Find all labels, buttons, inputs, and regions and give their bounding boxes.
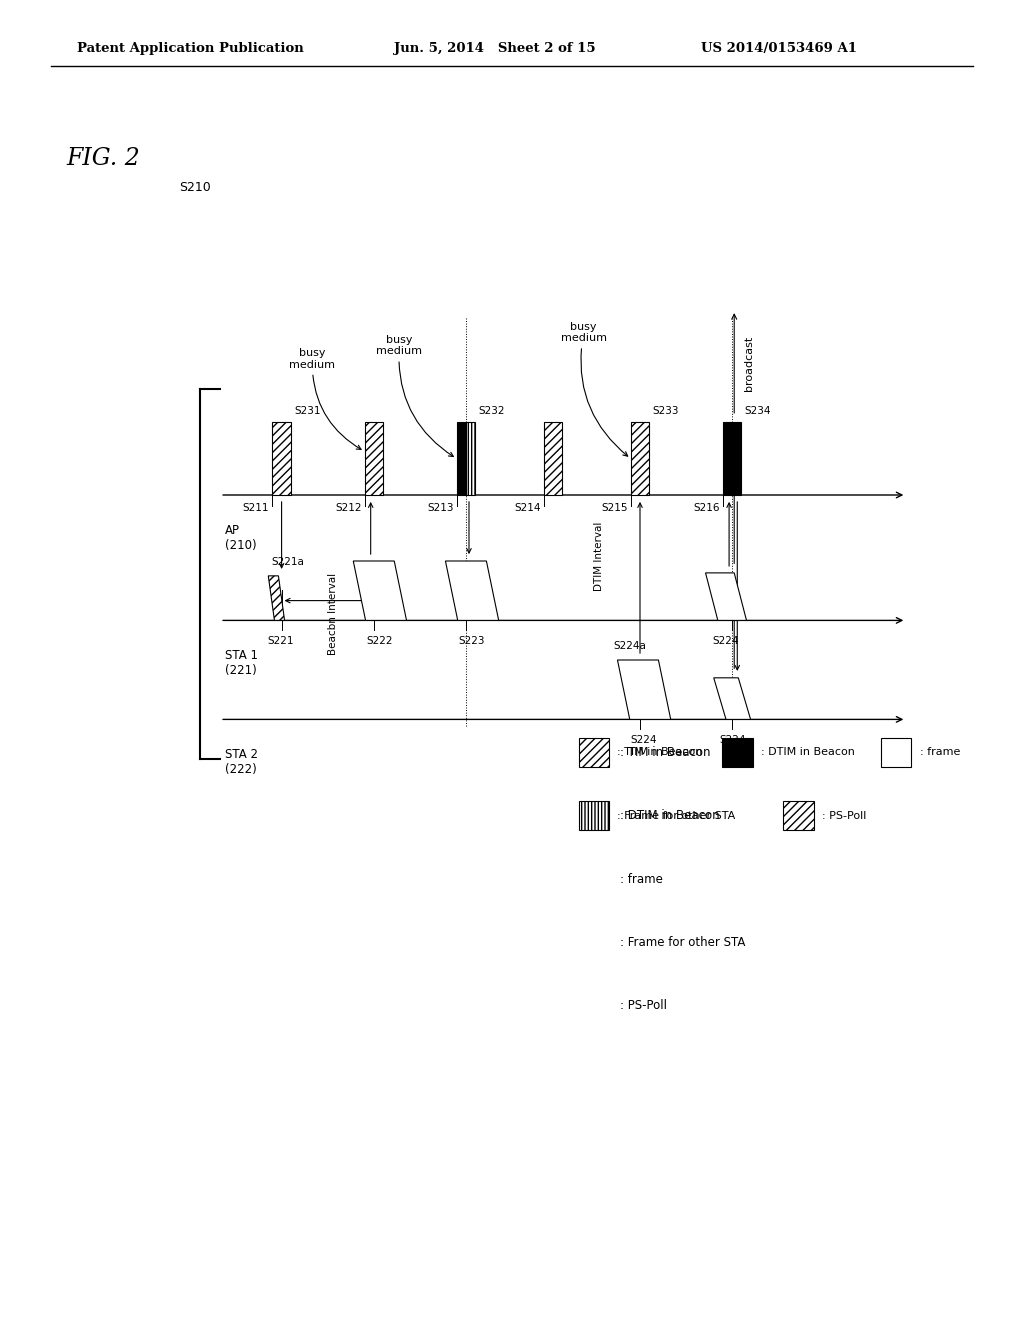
Text: US 2014/0153469 A1: US 2014/0153469 A1 [701, 42, 857, 55]
Text: busy
medium: busy medium [290, 348, 361, 449]
Polygon shape [353, 561, 407, 620]
Polygon shape [268, 576, 285, 620]
Text: S224: S224 [631, 735, 657, 746]
Text: S221a: S221a [271, 557, 304, 566]
Bar [272, 422, 291, 495]
Bar [365, 422, 383, 495]
Text: S211: S211 [243, 503, 269, 513]
Text: Beacbn Interval: Beacbn Interval [328, 573, 338, 655]
Polygon shape [617, 660, 671, 719]
Text: : frame: : frame [920, 747, 959, 758]
Text: : Frame for other STA: : Frame for other STA [620, 936, 744, 949]
Text: broadcast: broadcast [744, 335, 755, 391]
Polygon shape [714, 678, 751, 719]
Text: S234: S234 [744, 405, 771, 416]
Text: S212: S212 [335, 503, 361, 513]
Polygon shape [445, 561, 499, 620]
Polygon shape [706, 573, 746, 620]
Text: : TIM in Beacon: : TIM in Beacon [617, 747, 702, 758]
Text: busy
medium: busy medium [377, 335, 454, 457]
Text: S215: S215 [601, 503, 628, 513]
Text: : PS-Poll: : PS-Poll [620, 999, 667, 1012]
Bar [457, 422, 466, 495]
Bar [544, 422, 562, 495]
Bar [783, 801, 814, 830]
Text: busy
medium: busy medium [561, 322, 628, 457]
Bar [881, 738, 911, 767]
Text: S221: S221 [267, 636, 294, 647]
Text: : TIM in Beacon: : TIM in Beacon [620, 746, 710, 759]
Text: : DTIM in Beacon: : DTIM in Beacon [761, 747, 855, 758]
Text: DTIM Interval: DTIM Interval [594, 521, 604, 591]
Text: S231: S231 [294, 405, 321, 416]
Bar [579, 738, 609, 767]
Text: AP
(210): AP (210) [225, 524, 257, 552]
Bar [631, 422, 649, 495]
Text: S216: S216 [693, 503, 720, 513]
Text: S213: S213 [427, 503, 454, 513]
Text: S224: S224 [719, 735, 745, 746]
Text: S232: S232 [478, 405, 505, 416]
Text: S233: S233 [652, 405, 679, 416]
Bar [579, 801, 609, 830]
Text: STA 2
(222): STA 2 (222) [225, 748, 258, 776]
Text: Patent Application Publication: Patent Application Publication [77, 42, 303, 55]
Text: FIG. 2: FIG. 2 [67, 147, 140, 170]
Text: S222: S222 [367, 636, 393, 647]
Text: Jun. 5, 2014   Sheet 2 of 15: Jun. 5, 2014 Sheet 2 of 15 [394, 42, 596, 55]
Text: : PS-Poll: : PS-Poll [822, 810, 866, 821]
Text: STA 1
(221): STA 1 (221) [225, 649, 258, 677]
Bar [723, 422, 741, 495]
Text: S223: S223 [459, 636, 485, 647]
Text: : DTIM in Beacon: : DTIM in Beacon [620, 809, 719, 822]
Text: S210: S210 [179, 181, 211, 194]
Bar [722, 738, 753, 767]
Text: S214: S214 [514, 503, 541, 513]
Text: S224a: S224a [613, 640, 646, 651]
Text: : frame: : frame [620, 873, 663, 886]
Text: S224: S224 [713, 636, 739, 647]
Text: : Frame for other STA: : Frame for other STA [617, 810, 735, 821]
Bar [466, 422, 475, 495]
